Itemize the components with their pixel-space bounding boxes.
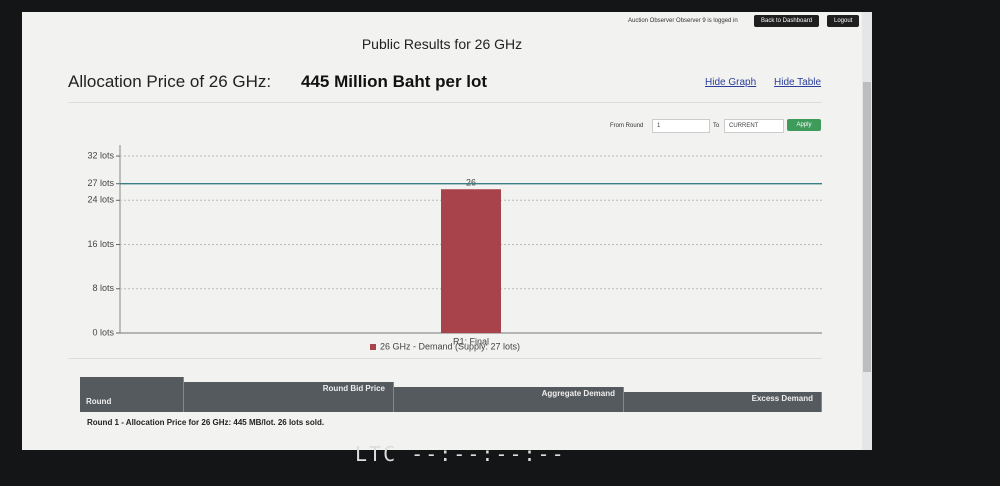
table-row: Round 1 - Allocation Price for 26 GHz: 4…: [87, 418, 325, 427]
divider: [68, 358, 822, 359]
chart: 0 lots 8 lots 16 lots 24 lots 27 lots 32 lots…: [87, 145, 822, 351]
to-label: To: [713, 123, 720, 129]
to-input[interactable]: CURRENT: [724, 119, 784, 133]
apply-button[interactable]: Apply: [787, 119, 821, 131]
bar: [441, 189, 501, 333]
clock: LTC --:--:--:--: [355, 442, 566, 466]
price-label: Allocation Price of 26 GHz:: [68, 72, 272, 91]
y-tick-label: 16 lots: [87, 239, 114, 249]
column-header: Round Bid Price: [184, 382, 394, 412]
logout-button[interactable]: Logout: [827, 15, 860, 27]
legend-swatch: [370, 344, 376, 350]
y-tick-label: 27 lots: [87, 178, 114, 188]
value-label: 26: [466, 178, 476, 188]
hide-table-link[interactable]: Hide Table: [774, 77, 822, 88]
page-title: Public Results for 26 GHz: [361, 36, 523, 52]
y-tick-label: 8 lots: [92, 283, 114, 293]
scrollbar[interactable]: [862, 12, 872, 450]
y-tick-label: 24 lots: [87, 195, 114, 205]
y-tick-label: 32 lots: [87, 150, 114, 160]
x-tick-label: R1: Final: [453, 336, 489, 346]
table-header: Round Round Bid Price Aggregate Demand Exce…: [80, 376, 822, 412]
legend-label: 26 GHz - Demand (Supply: 27 lots): [380, 341, 520, 351]
column-header: Excess Demand: [624, 392, 822, 412]
user-status: Auction Observer Observer 9 is logged in: [628, 18, 738, 24]
column-header: Round: [80, 376, 184, 412]
divider: [68, 102, 822, 103]
price-value: 445 Million Baht per lot: [301, 72, 488, 91]
browser-screen: Auction Observer Observer 9 is logged in…: [22, 12, 872, 450]
hide-graph-link[interactable]: Hide Graph: [705, 77, 757, 88]
y-tick-label: 0 lots: [92, 327, 114, 337]
column-header: Aggregate Demand: [394, 386, 624, 412]
dashboard-button[interactable]: Back to Dashboard: [754, 15, 820, 27]
from-label: From Round: [610, 123, 644, 129]
from-input[interactable]: 1: [652, 119, 710, 133]
